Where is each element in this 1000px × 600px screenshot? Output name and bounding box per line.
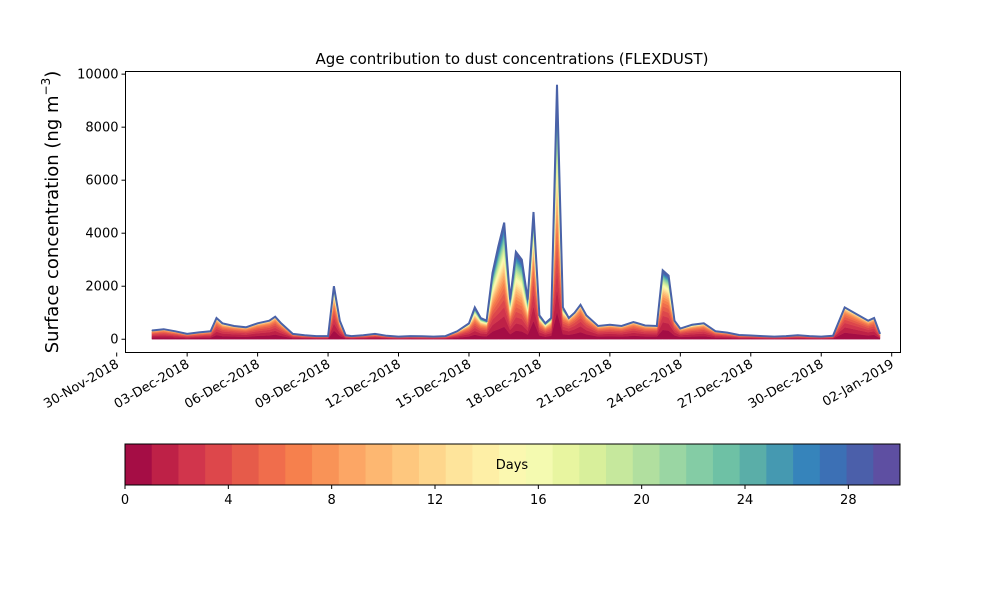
y-tick-label: 10000 — [77, 68, 118, 83]
x-tick-label: 02-Jan-2019 — [820, 357, 897, 410]
colorbar-tick-label: 0 — [121, 493, 129, 508]
x-tick-label: 09-Dec-2018 — [253, 357, 333, 412]
total-concentration-line — [151, 84, 881, 338]
x-tick-label: 30-Nov-2018 — [41, 357, 121, 412]
plot-area — [151, 84, 881, 340]
x-tick-label: 03-Dec-2018 — [112, 357, 192, 412]
colorbar-swatch — [178, 444, 206, 485]
colorbar-swatch — [151, 444, 179, 485]
colorbar-swatch — [392, 444, 420, 485]
x-tick-label: 06-Dec-2018 — [182, 357, 262, 412]
colorbar-tick-label: 24 — [737, 493, 754, 508]
colorbar-swatch — [418, 444, 447, 485]
colorbar-tick-label: 12 — [427, 493, 444, 508]
x-tick-label: 12-Dec-2018 — [323, 357, 403, 412]
colorbar-swatch — [472, 444, 500, 485]
x-tick-label: 21-Dec-2018 — [534, 357, 614, 412]
y-axis-label: Surface concentration (ng m−3) — [39, 71, 63, 354]
colorbar-label: Days — [496, 458, 529, 473]
colorbar-swatch — [712, 444, 741, 485]
y-axis-label-close: ) — [42, 71, 63, 78]
colorbar-swatch — [819, 444, 848, 485]
colorbar-swatch — [312, 444, 340, 485]
colorbar-frame — [124, 443, 901, 486]
y-tick-label: 2000 — [85, 280, 118, 295]
colorbar-swatch — [686, 444, 714, 485]
colorbar-swatch — [205, 444, 233, 485]
colorbar-swatch — [365, 444, 393, 485]
colorbar-tick-label: 4 — [224, 493, 232, 508]
colorbar-swatch — [231, 444, 260, 485]
colorbar-swatch — [579, 444, 607, 485]
y-tick-label: 8000 — [85, 121, 118, 136]
x-tick-label: 27-Dec-2018 — [675, 357, 755, 412]
colorbar-swatch — [793, 444, 821, 485]
x-tick-label: 18-Dec-2018 — [464, 357, 544, 412]
colorbar-swatch — [525, 444, 554, 485]
y-tick-label: 6000 — [85, 174, 118, 189]
colorbar-swatch — [285, 444, 313, 485]
colorbar-tick-label: 20 — [633, 493, 650, 508]
x-tick-label: 30-Dec-2018 — [746, 357, 826, 412]
chart-title: Age contribution to dust concentrations … — [316, 50, 709, 68]
y-tick-label: 4000 — [85, 227, 118, 242]
colorbar-swatch — [659, 444, 687, 485]
x-axis: 30-Nov-201803-Dec-201806-Dec-201809-Dec-… — [41, 352, 897, 412]
plot-frame — [125, 71, 901, 353]
colorbar-swatch — [846, 444, 874, 485]
y-tick-label: 0 — [110, 333, 118, 348]
colorbar-swatch — [606, 444, 634, 485]
colorbar-tick-label: 8 — [328, 493, 336, 508]
x-tick-label: 24-Dec-2018 — [605, 357, 685, 412]
y-axis-label-exponent: −3 — [39, 78, 53, 96]
colorbar-tick-label: 28 — [840, 493, 857, 508]
colorbar-tick-label: 16 — [530, 493, 547, 508]
colorbar: 0 4 8 12 16 20 24 28 — [121, 443, 901, 508]
colorbar-swatch — [125, 444, 153, 485]
colorbar-swatch — [739, 444, 767, 485]
colorbar-swatch — [258, 444, 286, 485]
y-axis: 0 2000 4000 6000 8000 10000 — [77, 68, 126, 348]
colorbar-swatch — [766, 444, 794, 485]
x-tick-label: 15-Dec-2018 — [394, 357, 474, 412]
colorbar-swatch — [499, 444, 527, 485]
colorbar-swatch — [552, 444, 580, 485]
colorbar-swatch — [873, 444, 901, 485]
colorbar-swatch — [445, 444, 473, 485]
colorbar-swatch — [338, 444, 367, 485]
colorbar-swatch — [632, 444, 660, 485]
